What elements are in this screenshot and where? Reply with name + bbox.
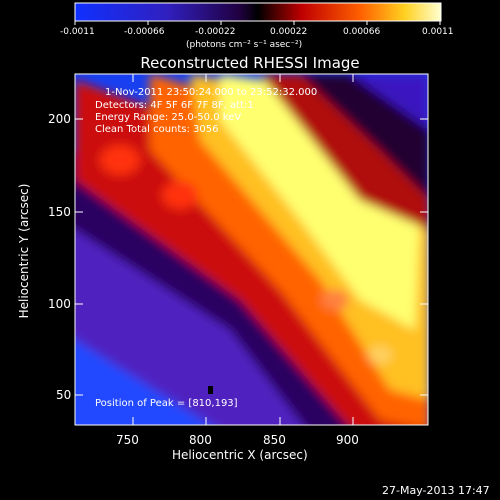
x-tick-label: 850 <box>263 433 286 447</box>
rhessi-image <box>75 74 428 425</box>
y-tick-label: 100 <box>48 297 71 311</box>
colorbar-tick-label: -0.0011 <box>60 27 95 37</box>
colorbar-tick-label: -0.00022 <box>195 27 236 37</box>
annotation-detectors: Detectors: 4F 5F 6F 7F 8F, att:1 <box>95 100 254 111</box>
annotation-energy-range: Energy Range: 25.0-50.0 keV <box>95 112 242 123</box>
colorbar-unit-label: (photons cm⁻² s⁻¹ asec⁻²) <box>186 40 303 50</box>
y-tick-label: 150 <box>48 205 71 219</box>
y-tick-label: 200 <box>48 112 71 126</box>
colorbar <box>74 2 442 22</box>
x-tick-label: 900 <box>336 433 359 447</box>
colorbar-ticks <box>74 21 441 25</box>
x-axis-label: Heliocentric X (arcsec) <box>172 448 308 462</box>
x-tick-label: 750 <box>116 433 139 447</box>
timestamp: 27-May-2013 17:47 <box>382 484 490 497</box>
annotation-clean: Clean Total counts: 3056 <box>95 124 219 135</box>
y-tick-label: 50 <box>56 388 72 402</box>
colorbar-tick-label: 0.00022 <box>270 27 308 37</box>
annotation-time-range: 1-Nov-2011 23:50:24.000 to 23:52:32.000 <box>105 87 318 98</box>
annotation-peak-position: Position of Peak = [810,193] <box>95 398 238 409</box>
plot-title: Reconstructed RHESSI Image <box>140 54 360 72</box>
colorbar-tick-label: 0.0011 <box>422 27 454 37</box>
y-axis-label: Heliocentric Y (arcsec) <box>17 183 31 319</box>
x-ticks <box>132 74 354 425</box>
x-tick-label: 800 <box>189 433 212 447</box>
peak-marker <box>208 386 213 394</box>
colorbar-tick-label: 0.00066 <box>343 27 381 37</box>
colorbar-tick-label: -0.00066 <box>124 27 165 37</box>
y-ticks <box>75 118 428 396</box>
plot-frame <box>74 73 429 426</box>
